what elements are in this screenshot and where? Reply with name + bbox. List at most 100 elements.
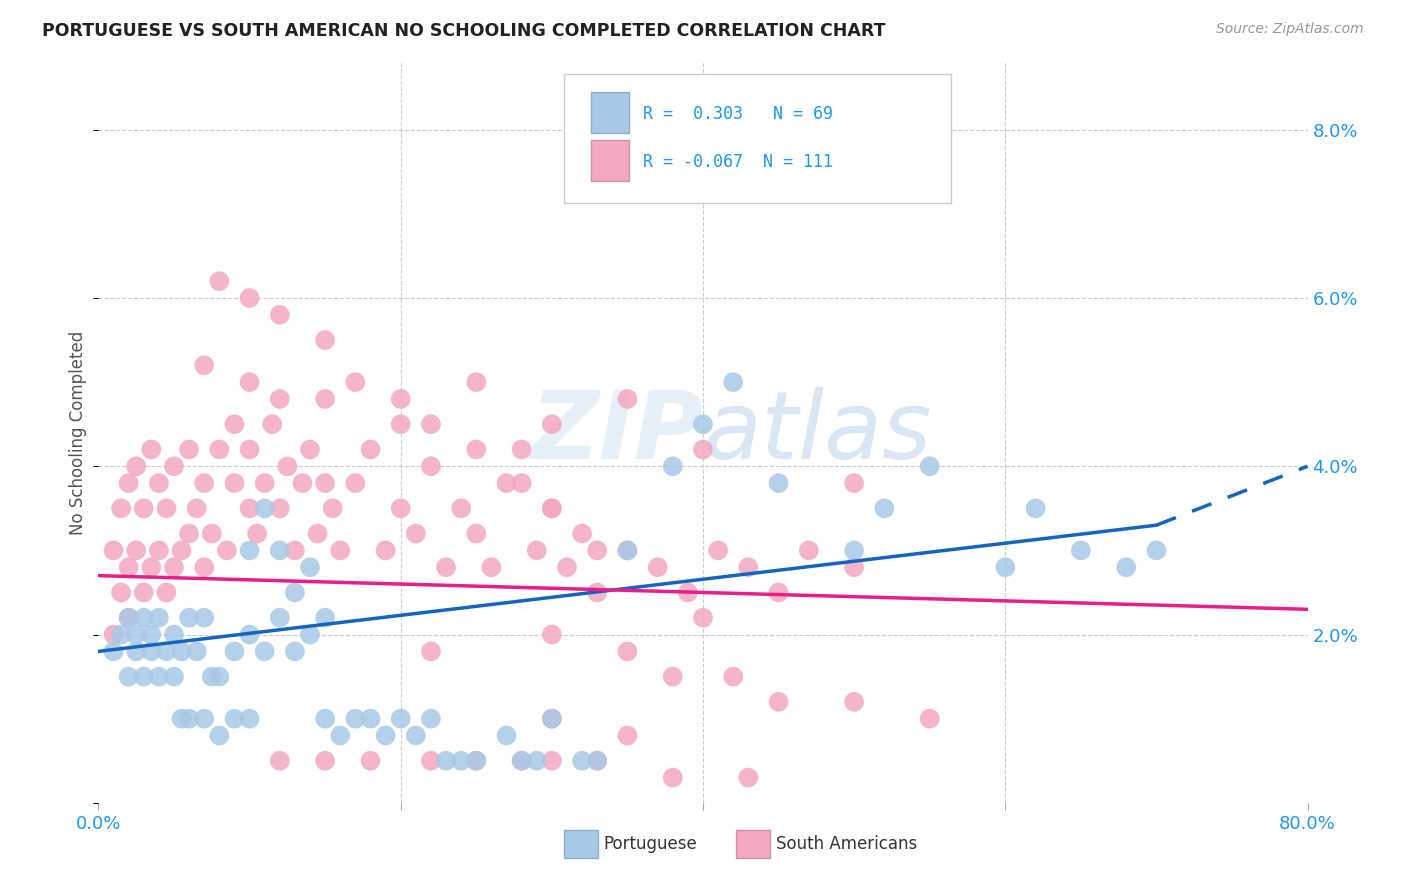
Text: ZIP: ZIP	[530, 386, 703, 479]
Point	[239, 291, 262, 305]
Point	[586, 754, 609, 768]
Text: R =  0.303   N = 69: R = 0.303 N = 69	[643, 105, 832, 123]
Point	[616, 543, 638, 558]
Point	[661, 459, 683, 474]
Point	[405, 729, 427, 743]
Point	[465, 375, 488, 389]
Point	[495, 476, 517, 491]
Point	[676, 585, 699, 599]
Text: South Americans: South Americans	[776, 835, 917, 854]
Point	[155, 501, 177, 516]
Point	[239, 543, 262, 558]
Point	[616, 729, 638, 743]
Point	[224, 417, 246, 432]
Point	[253, 501, 276, 516]
Point	[510, 754, 533, 768]
Point	[269, 610, 291, 624]
Text: R = -0.067  N = 111: R = -0.067 N = 111	[643, 153, 832, 171]
Point	[186, 501, 208, 516]
Point	[450, 501, 472, 516]
Point	[239, 375, 262, 389]
Point	[132, 501, 155, 516]
Point	[1070, 543, 1092, 558]
Point	[737, 560, 759, 574]
Point	[420, 417, 443, 432]
Point	[389, 501, 412, 516]
Point	[163, 670, 186, 684]
Point	[103, 627, 125, 641]
Point	[253, 476, 276, 491]
Point	[1115, 560, 1137, 574]
Point	[163, 459, 186, 474]
Point	[118, 476, 141, 491]
Point	[555, 560, 578, 574]
Point	[239, 627, 262, 641]
Point	[360, 712, 382, 726]
FancyBboxPatch shape	[735, 830, 769, 858]
Point	[918, 459, 941, 474]
Point	[118, 670, 141, 684]
Point	[284, 585, 307, 599]
Point	[269, 543, 291, 558]
Point	[737, 771, 759, 785]
Point	[269, 501, 291, 516]
Point	[314, 476, 336, 491]
Point	[155, 585, 177, 599]
Point	[269, 308, 291, 322]
Point	[155, 644, 177, 658]
Point	[510, 476, 533, 491]
Point	[253, 644, 276, 658]
Point	[450, 754, 472, 768]
Point	[284, 543, 307, 558]
Point	[208, 729, 231, 743]
Point	[465, 442, 488, 457]
Point	[193, 476, 215, 491]
Point	[434, 754, 457, 768]
Point	[586, 585, 609, 599]
Point	[495, 729, 517, 743]
Point	[239, 712, 262, 726]
Point	[844, 560, 866, 574]
Point	[389, 712, 412, 726]
Point	[224, 476, 246, 491]
Point	[692, 417, 714, 432]
Point	[125, 459, 148, 474]
Point	[141, 644, 163, 658]
Point	[510, 754, 533, 768]
Point	[723, 670, 745, 684]
Point	[125, 627, 148, 641]
Point	[141, 627, 163, 641]
Point	[540, 501, 562, 516]
Point	[125, 644, 148, 658]
Point	[148, 543, 170, 558]
Point	[170, 644, 193, 658]
Point	[616, 392, 638, 406]
Point	[103, 543, 125, 558]
Point	[526, 754, 548, 768]
Point	[994, 560, 1017, 574]
Point	[647, 560, 669, 574]
Point	[374, 543, 396, 558]
Point	[374, 729, 396, 743]
Point	[224, 644, 246, 658]
Point	[193, 610, 215, 624]
Point	[797, 543, 820, 558]
Point	[163, 627, 186, 641]
Point	[132, 585, 155, 599]
Point	[586, 543, 609, 558]
Point	[141, 442, 163, 457]
Point	[276, 459, 298, 474]
Point	[344, 712, 367, 726]
Point	[193, 359, 215, 373]
Point	[707, 543, 730, 558]
Point	[344, 375, 367, 389]
Point	[661, 670, 683, 684]
Point	[284, 644, 307, 658]
Point	[616, 644, 638, 658]
Point	[103, 644, 125, 658]
Point	[179, 442, 201, 457]
Point	[844, 695, 866, 709]
Point	[420, 459, 443, 474]
Point	[170, 543, 193, 558]
Point	[405, 526, 427, 541]
